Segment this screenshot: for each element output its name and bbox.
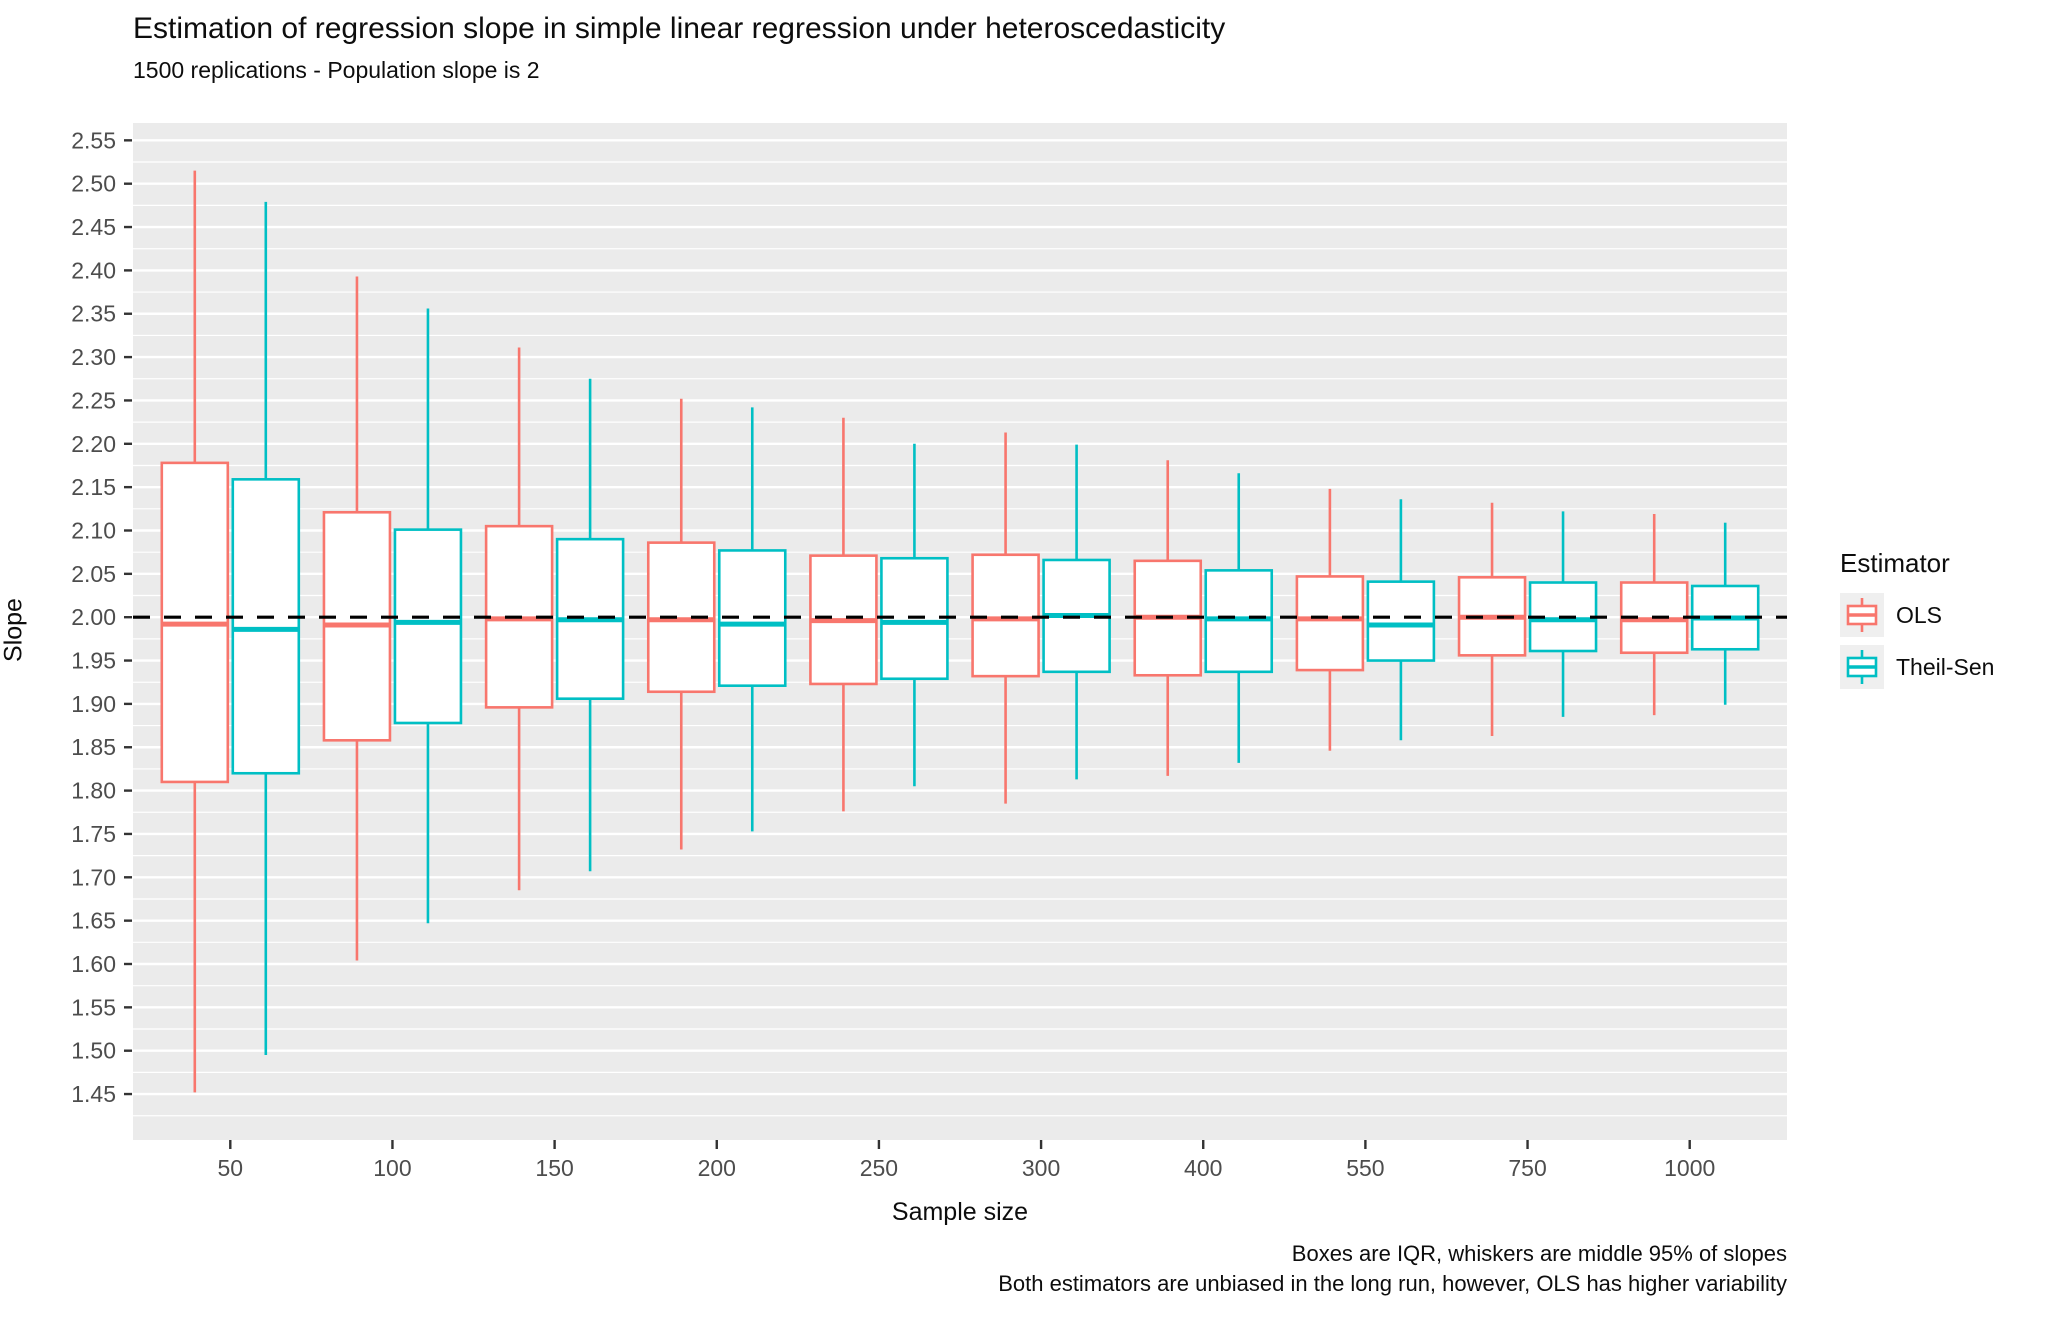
legend-item-ols: OLS bbox=[1840, 593, 2045, 637]
y-tick-label: 2.20 bbox=[71, 431, 116, 457]
boxplot-key-icon bbox=[1840, 645, 1884, 689]
x-axis-title: Sample size bbox=[0, 1198, 1920, 1227]
y-axis-title: Slope bbox=[0, 598, 28, 662]
y-tick-label: 1.65 bbox=[71, 908, 116, 934]
y-tick-label: 1.80 bbox=[71, 778, 116, 804]
y-tick-label: 2.30 bbox=[71, 344, 116, 370]
x-tick-label: 550 bbox=[1346, 1155, 1384, 1181]
box-ols-550 bbox=[1295, 575, 1365, 672]
x-tick-label: 50 bbox=[217, 1155, 243, 1181]
x-tick-label: 400 bbox=[1184, 1155, 1222, 1181]
y-tick-label: 2.45 bbox=[71, 214, 116, 240]
y-tick-label: 2.05 bbox=[71, 561, 116, 587]
box-theilsen-50 bbox=[231, 478, 301, 775]
legend-label-theil-sen: Theil-Sen bbox=[1896, 653, 1995, 680]
caption-line-2: Both estimators are unbiased in the long… bbox=[998, 1271, 1787, 1296]
box-theilsen-100 bbox=[393, 528, 463, 725]
y-tick-label: 2.35 bbox=[71, 301, 116, 327]
y-tick-label: 1.70 bbox=[71, 864, 116, 890]
y-tick-label: 1.90 bbox=[71, 691, 116, 717]
x-tick-label: 100 bbox=[373, 1155, 411, 1181]
y-tick-label: 1.55 bbox=[71, 994, 116, 1020]
y-tick-label: 1.75 bbox=[71, 821, 116, 847]
x-tick-label: 150 bbox=[535, 1155, 573, 1181]
x-tick-label: 200 bbox=[698, 1155, 736, 1181]
y-tick-label: 2.10 bbox=[71, 517, 116, 543]
y-tick-label: 2.50 bbox=[71, 171, 116, 197]
y-tick-label: 2.25 bbox=[71, 387, 116, 413]
y-tick-label: 1.45 bbox=[71, 1081, 116, 1107]
plot-title: Estimation of regression slope in simple… bbox=[133, 12, 1226, 45]
x-tick-label: 300 bbox=[1022, 1155, 1060, 1181]
box-theilsen-550 bbox=[1366, 580, 1436, 662]
legend-item-theil-sen: Theil-Sen bbox=[1840, 645, 2045, 689]
y-tick-label: 2.00 bbox=[71, 604, 116, 630]
legend: Estimator OLS Theil bbox=[1840, 548, 2045, 697]
y-tick-label: 2.40 bbox=[71, 257, 116, 283]
y-tick-label: 1.60 bbox=[71, 951, 116, 977]
legend-label-ols: OLS bbox=[1896, 601, 1943, 628]
plot-subtitle: 1500 replications - Population slope is … bbox=[133, 57, 540, 83]
y-tick-label: 1.50 bbox=[71, 1038, 116, 1064]
legend-title: Estimator bbox=[1840, 548, 1950, 578]
x-axis-title-text: Sample size bbox=[891, 1198, 1029, 1226]
y-tick-label: 1.85 bbox=[71, 734, 116, 760]
y-tick-label: 1.95 bbox=[71, 648, 116, 674]
y-tick-label: 2.55 bbox=[71, 127, 116, 153]
y-tick-label: 2.15 bbox=[71, 474, 116, 500]
x-tick-label: 1000 bbox=[1664, 1155, 1715, 1181]
caption-line-1: Boxes are IQR, whiskers are middle 95% o… bbox=[1291, 1241, 1787, 1266]
x-tick-label: 250 bbox=[860, 1155, 898, 1181]
box-ols-300 bbox=[971, 553, 1040, 678]
x-tick-label: 750 bbox=[1508, 1155, 1546, 1181]
boxplot-key-icon bbox=[1840, 593, 1884, 637]
